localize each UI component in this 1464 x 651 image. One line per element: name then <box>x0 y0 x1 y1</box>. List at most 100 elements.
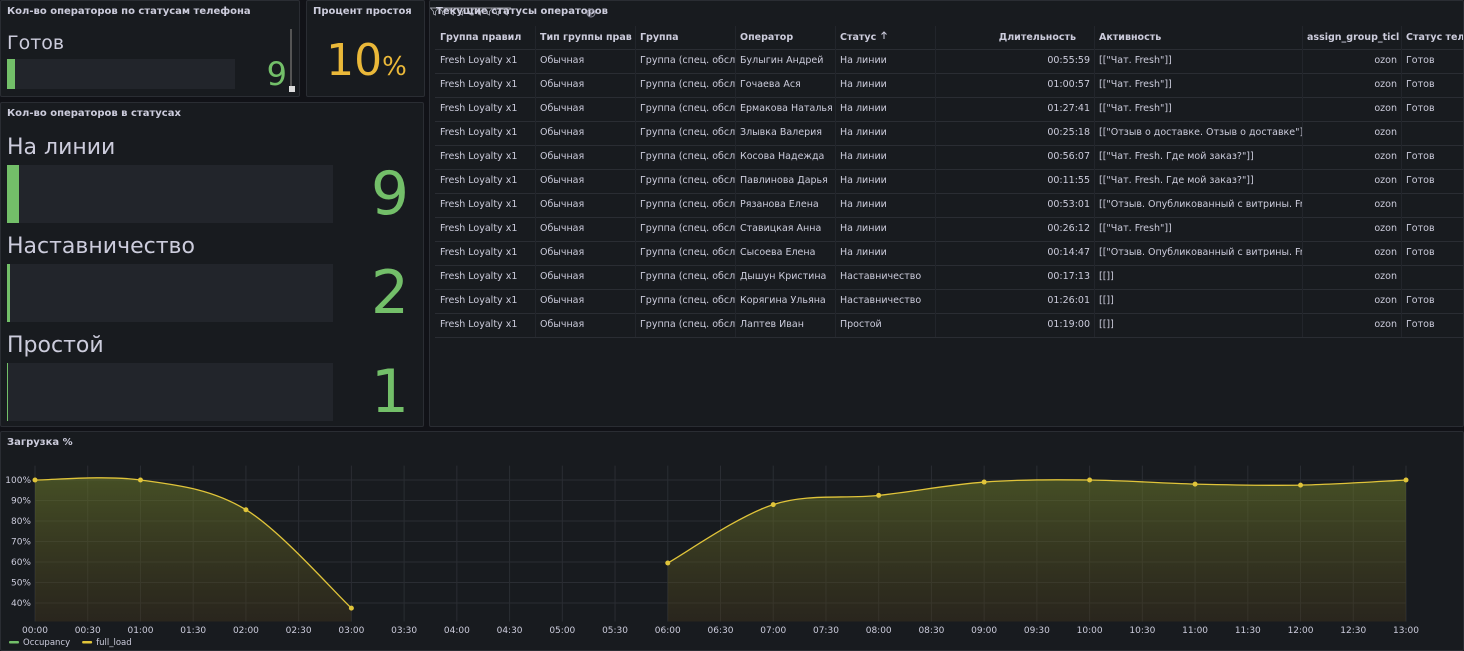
table-cell: Дышун Кристина <box>736 265 836 289</box>
x-tick-label: 00:00 <box>22 626 48 636</box>
table-cell: [["Чат. Fresh"]] <box>1095 73 1303 97</box>
data-point <box>665 560 671 566</box>
table-cell: Обычная <box>536 265 636 289</box>
scroll-handle <box>289 86 295 92</box>
table-cell: Обычная <box>536 169 636 193</box>
table-cell: [["Чат. Fresh. Где мой заказ?"]] <box>1095 169 1303 193</box>
table-cell: Обычная <box>536 49 636 73</box>
table-cell: Наставничество <box>836 265 936 289</box>
row-divider <box>435 97 1463 98</box>
table-cell: ozon <box>1303 145 1402 169</box>
table-cell: ozon <box>1303 193 1402 217</box>
table-cell: На линии <box>836 121 936 145</box>
y-tick-label: 100% <box>5 476 31 486</box>
filter-icon[interactable] <box>430 7 440 16</box>
y-tick-label: 50% <box>11 579 31 589</box>
table-cell: Обычная <box>536 289 636 313</box>
table-cell: Fresh Loyalty x1 <box>436 121 536 145</box>
table-cell: Лаптев Иван <box>736 313 836 337</box>
table-cell: ozon <box>1303 241 1402 265</box>
filter-icon[interactable] <box>447 7 458 16</box>
scrollbar <box>290 29 292 87</box>
table-cell: 01:27:41 <box>936 97 1095 121</box>
table-cell: 00:56:07 <box>936 145 1095 169</box>
column-header: Тип группы прав <box>536 26 636 50</box>
x-tick-label: 10:30 <box>1129 626 1155 636</box>
y-tick-label: 80% <box>11 517 31 527</box>
table-cell: [["Отзыв о доставке. Отзыв о доставке"]] <box>1095 121 1303 145</box>
table-cell: Обычная <box>536 121 636 145</box>
filter-icon[interactable] <box>501 7 512 16</box>
table-cell: Обычная <box>536 241 636 265</box>
table-cell: 01:26:01 <box>936 289 1095 313</box>
legend-swatch <box>9 641 19 644</box>
table-cell: Обычная <box>536 217 636 241</box>
data-point <box>876 492 882 498</box>
x-tick-label: 03:00 <box>338 626 364 636</box>
table-cell: Корягина Ульяна <box>736 289 836 313</box>
panel-phone-status: Кол-во операторов по статусам телефона Г… <box>0 0 300 97</box>
table-cell: Fresh Loyalty x1 <box>436 289 536 313</box>
filter-icon-shape <box>483 7 494 16</box>
panel-title: Кол-во операторов в статусах <box>7 108 181 119</box>
row-divider <box>435 313 1463 314</box>
filter-icon[interactable] <box>492 7 503 16</box>
table-cell: 01:00:57 <box>936 73 1095 97</box>
filter-icon[interactable] <box>465 7 476 16</box>
table-cell: [["Чат. Fresh"]] <box>1095 49 1303 73</box>
column-header-text: Тип группы прав <box>540 32 632 43</box>
table-cell: ozon <box>1303 169 1402 193</box>
gauge-label: Наставничество <box>7 234 195 259</box>
data-point <box>981 479 987 485</box>
data-point <box>770 502 776 508</box>
table-cell: На линии <box>836 169 936 193</box>
table-cell: Группа (спец. обсл.) <box>636 49 736 73</box>
column-header: Длительность <box>936 26 1095 50</box>
x-tick-label: 05:30 <box>602 626 628 636</box>
filter-icon[interactable] <box>456 7 467 16</box>
table-cell: Fresh Loyalty x1 <box>436 73 536 97</box>
series-line <box>34 477 1407 609</box>
table-cell: [["Чат. Fresh"]] <box>1095 217 1303 241</box>
sort-icon <box>881 31 888 39</box>
x-tick-label: 10:00 <box>1077 626 1103 636</box>
x-tick-label: 06:00 <box>655 626 681 636</box>
x-tick-label: 03:30 <box>391 626 417 636</box>
table-cell: Гочаева Ася <box>736 73 836 97</box>
table-cell: Группа (спец. обсл.) <box>636 313 736 337</box>
filter-icon-shape <box>465 7 476 16</box>
y-tick-label: 70% <box>11 538 31 548</box>
table-cell: [[]] <box>1095 265 1303 289</box>
x-tick-label: 13:00 <box>1393 626 1419 636</box>
column-header: assign_group_ticl <box>1303 26 1402 50</box>
filter-icon-shape <box>447 7 458 16</box>
legend-swatch <box>82 641 93 644</box>
info-icon[interactable] <box>586 8 596 18</box>
gauge-label: Готов <box>7 32 65 54</box>
table-cell: Ермакова Наталья <box>736 97 836 121</box>
table-cell: 00:14:47 <box>936 241 1095 265</box>
data-point <box>1087 477 1093 483</box>
column-header-text: Статус <box>840 32 877 43</box>
filter-icon[interactable] <box>474 7 485 16</box>
data-point <box>32 477 38 483</box>
table-cell: Готов <box>1402 145 1463 169</box>
row-divider <box>435 145 1463 146</box>
row-divider <box>435 265 1463 266</box>
x-tick-label: 12:30 <box>1340 626 1366 636</box>
gauge-value: 2 <box>370 258 409 328</box>
x-tick-label: 02:30 <box>286 626 312 636</box>
filter-icon-shape <box>456 7 467 16</box>
gauge-track <box>7 264 333 322</box>
column-header: Группа правил <box>436 26 536 50</box>
filter-icon[interactable] <box>483 7 494 16</box>
table-cell: Fresh Loyalty x1 <box>436 145 536 169</box>
y-tick-label: 90% <box>11 497 31 507</box>
filter-icon[interactable] <box>438 7 449 16</box>
table-cell: Готов <box>1402 241 1463 265</box>
row-divider <box>435 289 1463 290</box>
row-divider <box>435 241 1463 242</box>
column-header: Активность <box>1095 26 1303 50</box>
data-point <box>137 477 143 483</box>
table-cell: Рязанова Елена <box>736 193 836 217</box>
